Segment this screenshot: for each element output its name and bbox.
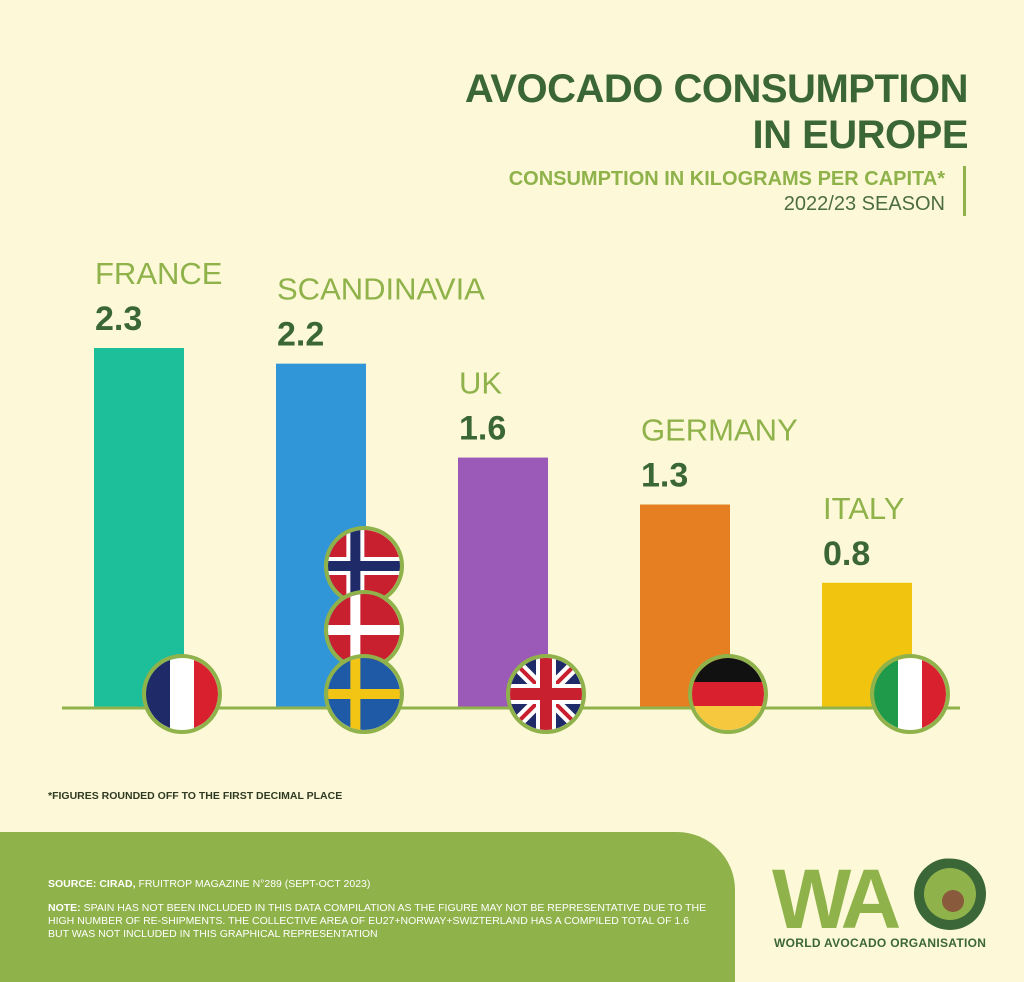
logo-name: WORLD AVOCADO ORGANISATION [774,936,987,950]
value-label-scandinavia: 2.2 [277,316,324,354]
chart-subtitle: CONSUMPTION IN KILOGRAMS PER CAPITA* [508,168,945,190]
season-label: 2022/23 SEASON [783,193,945,215]
bar-chart: 2.3 FRANCE 2.2 SCANDINAVIA 1.6 UK 1.3 GERMANY 0.… [62,256,960,734]
source-text: SOURCE: CIRAD, FRUITROP MAGAZINE N°289 (… [48,878,370,890]
footer-band [0,832,735,982]
title-line-1: AVOCADO CONSUMPTION [464,67,969,111]
footnote: *FIGURES ROUNDED OFF TO THE FIRST DECIMA… [48,790,343,802]
subtitle-block: CONSUMPTION IN KILOGRAMS PER CAPITA* 202… [509,166,966,216]
category-label-italy: ITALY [823,491,905,526]
value-label-italy: 0.8 [823,535,870,573]
category-label-uk: UK [459,366,502,401]
note-label: NOTE: [48,902,81,914]
category-label-germany: GERMANY [641,413,798,448]
value-label-germany: 1.3 [641,457,688,495]
bar-france [94,348,184,708]
logo-wa-text: WA [772,852,900,946]
source-label: SOURCE: CIRAD, [48,878,136,890]
italy-flag [870,654,950,734]
avocado-icon [914,854,986,930]
chart-title: AVOCADO CONSUMPTION IN EUROPE [464,66,969,158]
source-detail: FRUITROP MAGAZINE N°289 (SEPT-OCT 2023) [138,878,371,890]
title-line-2: IN EUROPE [752,113,968,157]
wao-logo: WA [772,852,986,946]
france-flag [142,654,222,734]
sweden-flag [324,654,404,734]
value-label-uk: 1.6 [459,410,506,448]
category-label-scandinavia: SCANDINAVIA [277,272,485,307]
note-detail: SPAIN HAS NOT BEEN INCLUDED IN THIS DATA… [48,902,707,940]
germany-flag [688,654,768,734]
category-label-france: FRANCE [95,256,222,291]
uk-flag [506,654,586,734]
value-label-france: 2.3 [95,300,142,338]
note-text: NOTE: SPAIN HAS NOT BEEN INCLUDED IN THI… [48,902,708,941]
